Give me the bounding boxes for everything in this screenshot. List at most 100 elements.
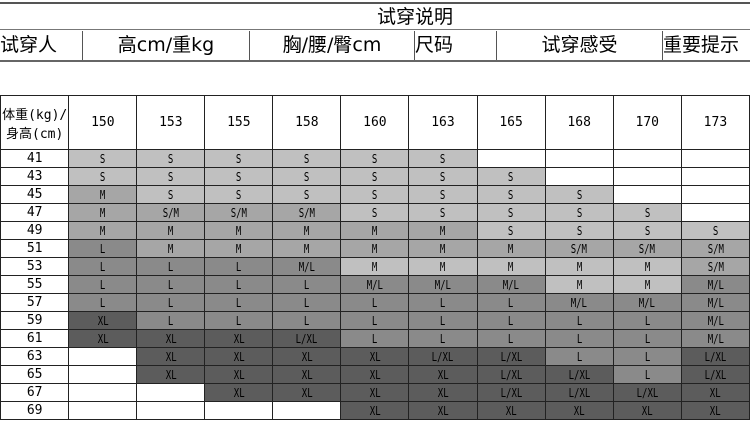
size-cell: XL — [408, 383, 478, 402]
size-value: M/L — [366, 277, 384, 292]
size-cell: M — [68, 221, 138, 240]
weight-cell: 53 — [0, 257, 70, 276]
size-value: M/L — [502, 277, 520, 292]
table-row: 61 XL XL XL L/XL L L L L L M/L — [0, 329, 750, 348]
size-value: L — [236, 295, 242, 310]
size-cell: M/L — [612, 293, 682, 312]
size-value: M — [576, 259, 582, 274]
size-value: S — [372, 151, 378, 166]
height-header: 173 — [680, 95, 750, 150]
size-cell: S — [68, 149, 138, 168]
size-cell: S — [408, 167, 478, 186]
size-value: S — [168, 187, 174, 202]
size-value: XL — [165, 331, 177, 346]
size-cell: XL — [204, 365, 274, 384]
size-cell: L/XL — [544, 383, 614, 402]
size-cell: XL — [612, 401, 682, 420]
size-cell: L — [612, 329, 682, 348]
size-cell: S — [408, 185, 478, 204]
size-cell: L — [136, 257, 206, 276]
size-cell: M/L — [680, 329, 750, 348]
size-value: L — [304, 277, 310, 292]
size-value: XL — [641, 403, 653, 418]
size-cell: L — [408, 293, 478, 312]
size-value: L — [236, 313, 242, 328]
size-value: XL — [369, 349, 381, 364]
size-value: L — [508, 295, 514, 310]
size-value: M — [168, 241, 174, 256]
size-cell: M — [544, 275, 614, 294]
size-cell: L — [136, 293, 206, 312]
size-cell: S — [204, 185, 274, 204]
size-value: M — [372, 241, 378, 256]
size-value: S/M — [639, 241, 656, 256]
size-value: L — [100, 259, 106, 274]
size-cell: S/M — [680, 257, 750, 276]
size-cell: XL — [204, 383, 274, 402]
size-cell: S/M — [680, 239, 750, 258]
size-value: S — [644, 205, 650, 220]
size-value: M — [100, 187, 106, 202]
size-value: M/L — [298, 259, 315, 274]
size-value: L/XL — [500, 349, 522, 364]
size-value: S — [304, 151, 310, 166]
height-header: 158 — [272, 95, 342, 150]
size-cell: XL — [136, 329, 206, 348]
size-cell: L — [136, 311, 206, 330]
size-cell: XL — [136, 365, 206, 384]
size-value: L — [644, 331, 650, 346]
size-value: XL — [233, 385, 245, 400]
size-value: S — [236, 169, 242, 184]
size-value: M — [304, 223, 310, 238]
size-value: M/L — [707, 277, 724, 292]
size-value: M — [644, 259, 650, 274]
size-value: S — [508, 223, 514, 238]
size-value: L/XL — [636, 385, 659, 400]
size-value: L — [100, 241, 106, 256]
size-cell — [68, 383, 138, 402]
table-row: 69 XL XL XL XL XL XL — [0, 401, 750, 420]
size-cell: L — [340, 293, 410, 312]
size-value: L/XL — [500, 385, 522, 400]
weight-cell: 69 — [0, 401, 70, 420]
size-value: L/XL — [296, 331, 318, 346]
size-cell: M/L — [476, 275, 546, 294]
size-cell — [544, 149, 614, 168]
weight-cell: 51 — [0, 239, 70, 258]
table-row: 59 XL L L L L L L L L M/L — [0, 311, 750, 330]
size-cell: S — [476, 203, 546, 222]
header-row: 试穿人 高cm/重kg 胸/腰/臀cm 尺码 试穿感受 重要提示 — [0, 31, 750, 62]
size-value: L — [372, 295, 378, 310]
size-cell: XL — [340, 401, 410, 420]
size-cell: XL — [680, 383, 750, 402]
size-value: S — [508, 187, 514, 202]
size-cell: XL — [272, 347, 342, 366]
size-cell: L — [408, 311, 478, 330]
size-cell: XL — [476, 401, 546, 420]
size-cell — [272, 401, 342, 420]
size-value: S/M — [162, 205, 179, 220]
size-cell: S/M — [204, 203, 274, 222]
size-value: S — [576, 223, 582, 238]
size-value: L — [576, 331, 582, 346]
size-value: L — [372, 331, 378, 346]
size-cell: M — [68, 185, 138, 204]
size-cell: L — [204, 275, 274, 294]
size-value: M — [100, 205, 106, 220]
size-cell: S/M — [136, 203, 206, 222]
size-cell: S — [136, 149, 206, 168]
size-cell: XL — [340, 365, 410, 384]
size-value: L — [440, 313, 446, 328]
weight-cell: 57 — [0, 293, 70, 312]
size-cell: L — [204, 257, 274, 276]
size-cell: M — [612, 257, 682, 276]
size-cell — [68, 401, 138, 420]
size-value: XL — [301, 367, 313, 382]
size-cell — [476, 149, 546, 168]
size-value: M — [304, 241, 310, 256]
size-cell: L/XL — [408, 347, 478, 366]
size-value: XL — [233, 349, 245, 364]
size-value: M — [100, 223, 106, 238]
size-value: XL — [505, 403, 517, 418]
size-value: L — [100, 277, 106, 292]
